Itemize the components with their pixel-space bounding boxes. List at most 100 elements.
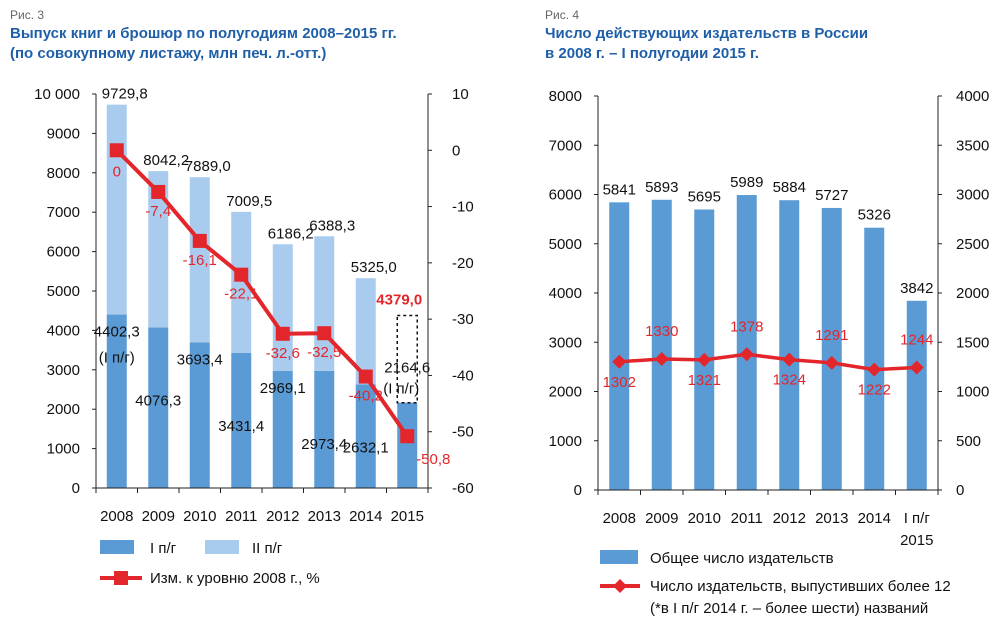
tick-label-left: 7000 [549,137,582,154]
line-point-active-publishers [782,352,797,367]
tick-label-left: 6000 [47,244,80,261]
figure4-title-line1: Число действующих издательств в России [545,25,869,42]
tick-label-right: 0 [452,142,460,159]
tick-label-right: 3500 [956,137,989,154]
tick-label-left: 1000 [549,433,582,450]
tick-label-right: 2500 [956,236,989,253]
data-label-publishers-total: 5989 [730,174,763,191]
bar-publishers-total [906,300,927,490]
line-point-active-publishers [867,362,882,377]
legend-swatch-first-half [100,540,134,554]
bar-first-half [148,327,169,488]
tick-label-x: I п/г [904,510,931,527]
tick-label-x: 2013 [815,510,848,527]
bar-first-half [272,371,293,488]
legend-swatch-publishers-total [600,550,638,564]
bar-second-half [148,171,169,328]
bar-publishers-total [736,195,757,490]
tick-label-x: 2011 [225,508,257,525]
data-label-total: 9729,8 [102,86,148,103]
line-point-change [358,369,373,384]
data-label-first-half: 3431,4 [218,418,264,435]
legend-swatch-change-marker [114,571,128,585]
tick-label-right: 4000 [956,88,989,105]
data-label-total: 6186,2 [268,225,314,242]
legend-label-second-half: II п/г [252,540,283,557]
tick-label-left: 7000 [47,204,80,221]
tick-label-left: 8000 [47,165,80,182]
figure3-label: Рис. 3 [10,8,45,22]
tick-label-left: 1000 [47,441,80,458]
data-label-first-half-note: (I п/г) [383,381,419,398]
data-label-active-publishers: 1302 [603,374,636,391]
data-label-total: 4379,0 [376,291,422,308]
legend-label-active-publishers: Число издательств, выпустивших более 12 [650,578,951,595]
line-series-active-publishers [619,352,917,372]
data-label-active-publishers: 1222 [858,382,891,399]
tick-label-x: 2011 [731,510,763,527]
tick-label-x: 2015 [900,532,933,549]
data-label-change: -32,6 [266,345,300,362]
data-label-publishers-total: 5326 [858,207,891,224]
tick-label-x: 2009 [142,508,175,525]
bar-projected-outline [396,314,418,404]
line-point-active-publishers [739,347,754,362]
bar-publishers-total [779,200,800,490]
data-label-publishers-total: 5893 [645,179,678,196]
data-label-active-publishers: 1291 [815,327,848,344]
data-label-publishers-total: 5695 [688,189,721,206]
bar-first-half [355,384,376,488]
tick-label-left: 5000 [47,283,80,300]
bar-publishers-total [651,199,672,490]
line-point-active-publishers [824,355,839,370]
bar-second-half [355,278,376,385]
tick-label-x: 2012 [266,508,299,525]
legend-label-first-half: I п/г [150,540,177,557]
tick-label-right: -40 [452,367,474,384]
tick-label-right: -60 [452,480,474,497]
data-label-first-half: 2164,6 [384,360,430,377]
bar-second-half [189,177,210,343]
tick-label-right: 500 [956,433,981,450]
data-label-total: 7889,0 [185,158,231,175]
figure3-title: Выпуск книг и брошюр по полугодиям 2008–… [10,24,397,64]
bar-publishers-total [864,227,885,490]
data-label-change: -50,8 [416,451,450,468]
data-label-change: -7,4 [145,203,171,220]
data-label-active-publishers: 1378 [730,318,763,335]
figure4-label: Рис. 4 [545,8,580,22]
data-label-first-half: 4076,3 [135,392,181,409]
data-label-publishers-total: 5841 [603,181,636,198]
tick-label-left: 6000 [549,187,582,204]
legend-swatch-second-half [205,540,239,554]
tick-label-right: -10 [452,199,474,216]
legend-label-publishers-total: Общее число издательств [650,550,834,567]
data-label-publishers-total: 3842 [900,280,933,297]
data-label-publishers-total: 5884 [773,179,806,196]
line-point-active-publishers [654,351,669,366]
data-label-first-half: 2973,4 [301,436,347,453]
tick-label-left: 8000 [549,88,582,105]
data-label-first-half-note: (I п/г) [99,350,135,367]
line-point-change [192,233,207,248]
data-label-first-half: 2632,1 [343,439,389,456]
tick-label-left: 4000 [47,322,80,339]
tick-label-right: 0 [956,482,964,499]
tick-label-x: 2012 [773,510,806,527]
data-label-active-publishers: 1330 [645,323,678,340]
tick-label-right: 1500 [956,334,989,351]
data-label-total: 7009,5 [226,193,272,210]
legend-swatch-active-marker [613,579,627,593]
data-label-total: 8042,2 [143,152,189,169]
tick-label-left: 9000 [47,125,80,142]
data-label-publishers-total: 5727 [815,187,848,204]
line-point-change [234,267,249,282]
tick-label-right: 3000 [956,187,989,204]
bar-first-half [231,352,252,488]
tick-label-right: 2000 [956,285,989,302]
bar-first-half [397,402,418,488]
line-series-change [115,148,409,438]
tick-label-left: 0 [72,480,80,497]
